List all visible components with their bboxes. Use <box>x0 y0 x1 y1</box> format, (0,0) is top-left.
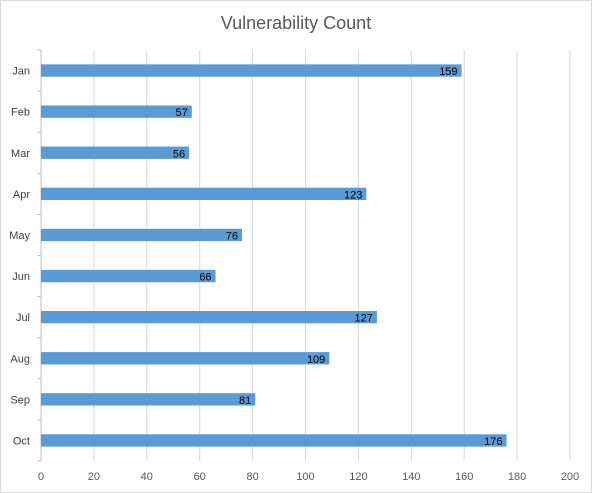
bar-feb <box>41 105 192 118</box>
chart-title: Vulnerability Count <box>221 13 371 33</box>
category-label-jan: Jan <box>12 66 30 78</box>
data-label-sep: 81 <box>239 395 251 407</box>
category-label-apr: Apr <box>13 189 30 201</box>
x-tick-label: 200 <box>561 471 579 483</box>
bar-oct <box>41 434 507 447</box>
x-tick-label: 80 <box>246 471 258 483</box>
x-tick-label: 60 <box>194 471 206 483</box>
x-tick-label: 180 <box>508 471 526 483</box>
category-label-may: May <box>9 230 30 242</box>
data-label-jul: 127 <box>355 313 373 325</box>
data-label-jan: 159 <box>439 66 457 78</box>
bar-mar <box>41 146 190 159</box>
bar-sep <box>41 393 256 406</box>
category-label-sep: Sep <box>10 394 30 406</box>
x-tick-label: 20 <box>88 471 100 483</box>
bar-jun <box>41 269 216 283</box>
x-tick-label: 140 <box>402 471 420 483</box>
data-label-mar: 56 <box>173 148 185 160</box>
category-label-feb: Feb <box>11 107 30 119</box>
data-label-feb: 57 <box>176 107 188 119</box>
data-label-may: 76 <box>226 230 238 242</box>
category-axis <box>37 49 42 462</box>
category-label-jun: Jun <box>12 271 30 283</box>
category-label-oct: Oct <box>13 435 30 447</box>
data-label-jun: 66 <box>199 272 211 284</box>
data-label-aug: 109 <box>307 354 325 366</box>
category-label-jul: Jul <box>16 312 30 324</box>
x-tick-label: 120 <box>349 471 367 483</box>
value-axis-ticks: 0 20 40 60 80 100 120 140 160 180 200 <box>38 471 579 483</box>
gridlines <box>93 50 571 461</box>
x-tick-label: 100 <box>296 471 314 483</box>
category-labels: Jan Feb Mar Apr May Jun Jul Aug Sep Oct <box>9 66 30 448</box>
bar-jan <box>41 64 462 77</box>
category-label-aug: Aug <box>10 353 30 365</box>
category-label-mar: Mar <box>11 148 30 160</box>
data-label-apr: 123 <box>344 189 362 201</box>
x-tick-label: 160 <box>455 471 473 483</box>
bar-may <box>41 228 243 242</box>
data-labels: 159 57 56 123 76 66 127 109 81 176 <box>173 66 503 448</box>
x-tick-label: 0 <box>38 471 44 483</box>
data-label-oct: 176 <box>484 436 502 448</box>
x-tick-label: 40 <box>141 471 153 483</box>
bar-apr <box>41 187 367 201</box>
bar-aug <box>41 352 330 365</box>
bars <box>41 64 507 447</box>
bar-jul <box>41 310 377 324</box>
